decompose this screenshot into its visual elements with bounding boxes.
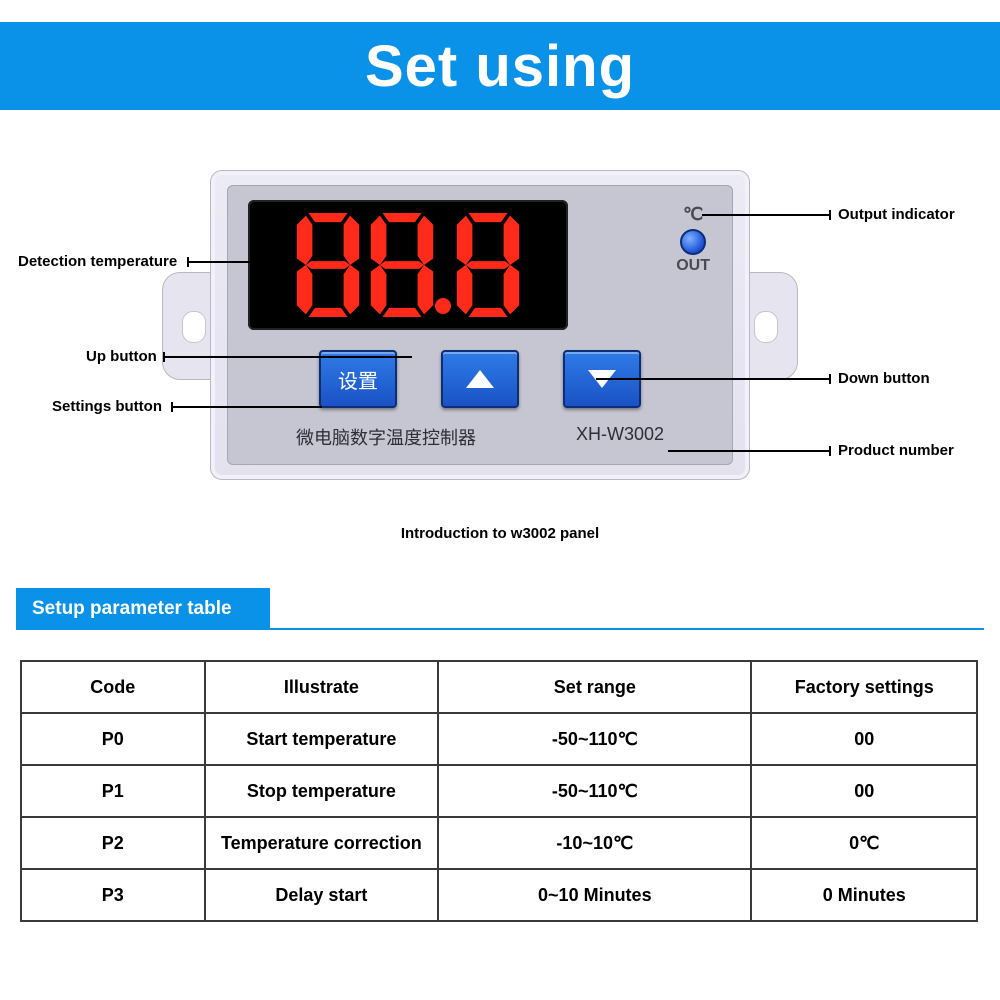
leader-up-button [164, 356, 412, 358]
leader-down-button [596, 378, 830, 380]
table-title-rule [16, 628, 984, 630]
callout-detection-temp: Detection temperature [18, 253, 177, 270]
out-label: OUT [676, 257, 710, 275]
title-banner: Set using [0, 22, 1000, 110]
table-cell: P1 [21, 765, 205, 817]
device-bottom-row: 微电脑数字温度控制器 XH-W3002 [228, 424, 732, 450]
table-cell: 0 Minutes [751, 869, 977, 921]
th-range: Set range [438, 661, 751, 713]
callout-output-indicator: Output indicator [838, 206, 955, 223]
table-row: P2Temperature correction-10~10℃0℃ [21, 817, 977, 869]
table-cell: 00 [751, 765, 977, 817]
lcd-display [248, 200, 568, 330]
device-chinese-label: 微电脑数字温度控制器 [296, 424, 476, 450]
table-cell: P3 [21, 869, 205, 921]
th-code: Code [21, 661, 205, 713]
table-cell: Start temperature [205, 713, 439, 765]
table-cell: -50~110℃ [438, 765, 751, 817]
parameter-table: Code Illustrate Set range Factory settin… [20, 660, 978, 922]
panel-caption: Introduction to w3002 panel [0, 525, 1000, 542]
leader-settings-button [172, 406, 322, 408]
callout-down-button: Down button [838, 370, 930, 387]
device-body: ℃ OUT 设置 微电脑数字温度控制器 XH-W3002 [210, 170, 750, 480]
table-cell: Stop temperature [205, 765, 439, 817]
up-button[interactable] [441, 350, 519, 408]
leader-output-indicator [702, 214, 830, 216]
table-row: P3Delay start0~10 Minutes0 Minutes [21, 869, 977, 921]
decimal-point [435, 298, 451, 314]
table-cell: P0 [21, 713, 205, 765]
table-header-row: Code Illustrate Set range Factory settin… [21, 661, 977, 713]
triangle-up-icon [466, 370, 494, 388]
table-row: P1Stop temperature-50~110℃00 [21, 765, 977, 817]
table-cell: -10~10℃ [438, 817, 751, 869]
device-face: ℃ OUT 设置 微电脑数字温度控制器 XH-W3002 [227, 185, 733, 465]
th-factory: Factory settings [751, 661, 977, 713]
table-cell: 0~10 Minutes [438, 869, 751, 921]
settings-button-label: 设置 [338, 365, 378, 394]
table-cell: -50~110℃ [438, 713, 751, 765]
table-cell: Delay start [205, 869, 439, 921]
leader-detection-temp [188, 261, 250, 263]
digit-1 [293, 213, 363, 317]
leader-product-number [668, 450, 830, 452]
callout-product-number: Product number [838, 442, 954, 459]
table-cell: 0℃ [751, 817, 977, 869]
table-cell: 00 [751, 713, 977, 765]
table-row: P0Start temperature-50~110℃00 [21, 713, 977, 765]
digit-2 [367, 213, 437, 317]
table-cell: P2 [21, 817, 205, 869]
th-illustrate: Illustrate [205, 661, 439, 713]
callout-settings-button: Settings button [52, 398, 162, 415]
table-cell: Temperature correction [205, 817, 439, 869]
device-model-label: XH-W3002 [576, 424, 664, 450]
callout-up-button: Up button [86, 348, 157, 365]
digit-3 [453, 213, 523, 317]
settings-button[interactable]: 设置 [319, 350, 397, 408]
output-led-icon [680, 229, 706, 255]
table-title-banner: Setup parameter table [16, 588, 270, 630]
device-illustration: ℃ OUT 设置 微电脑数字温度控制器 XH-W3002 [210, 170, 750, 480]
